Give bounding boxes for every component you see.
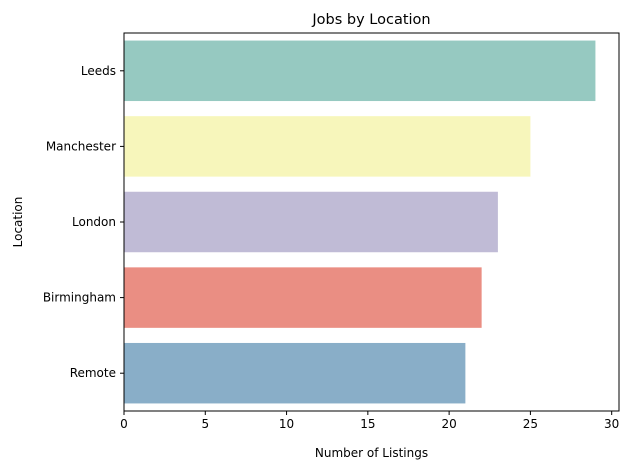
bar-leeds [124,40,596,102]
y-axis-label: Location [11,197,25,248]
bar-remote [124,342,466,404]
bar-london [124,191,498,253]
x-tick-label: 0 [120,417,128,431]
bar-birmingham [124,267,482,328]
y-tick-label: Remote [70,366,116,380]
y-tick-label: Birmingham [43,291,116,305]
x-axis-label: Number of Listings [315,446,428,460]
y-tick-label: Leeds [81,64,116,78]
x-tick-label: 30 [604,417,619,431]
chart-title: Jobs by Location [311,12,430,28]
y-tick-label: Manchester [46,139,116,153]
x-tick-label: 5 [201,417,209,431]
x-tick-label: 10 [279,417,294,431]
x-tick-label: 20 [441,417,456,431]
plot-frame [123,32,620,412]
y-tick-label: London [72,215,116,229]
ticks-layer: Leeds Manchester London Birmingham Remote 0 5 1… [43,64,620,431]
x-tick-label: 15 [360,417,375,431]
bars-layer [124,40,596,404]
x-tick-label: 25 [523,417,538,431]
bar-manchester [124,116,531,177]
